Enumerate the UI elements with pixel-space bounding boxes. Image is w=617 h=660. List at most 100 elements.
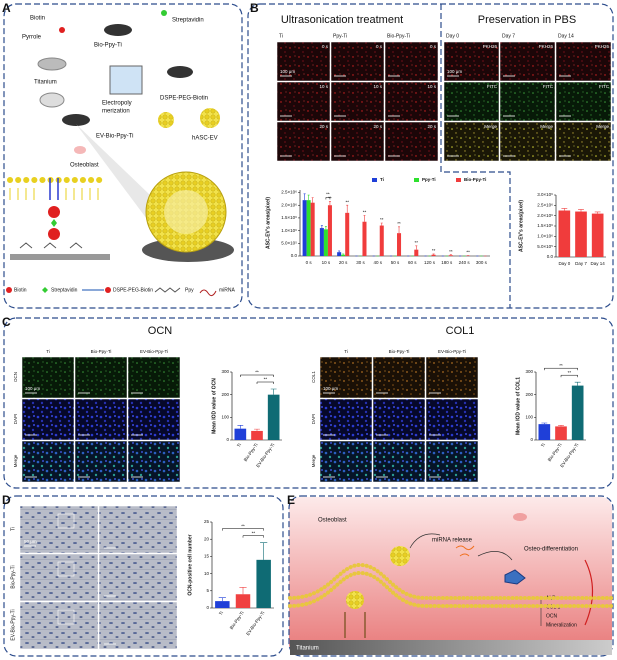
bar	[575, 211, 587, 257]
significance: **	[241, 523, 245, 528]
bar	[215, 601, 230, 608]
error-bar	[260, 542, 268, 560]
bracket	[256, 381, 274, 384]
panel-a: A Biotin Pyrrole Titanium Bio-Ppy-Ti Str…	[2, 1, 243, 309]
micrograph	[330, 41, 385, 82]
y-axis-label: Mean IOD value of COL1	[515, 377, 521, 435]
micrograph	[127, 440, 181, 483]
modified-ti-icon	[167, 66, 193, 78]
micrograph	[425, 356, 479, 399]
bar	[337, 252, 342, 256]
x-tick-label: 300 s	[476, 260, 488, 265]
streptavidin-icon	[161, 10, 167, 16]
column-label: Bio-Ppy-Ti	[387, 33, 410, 39]
bar	[571, 385, 584, 440]
streptavidin-icon	[51, 219, 57, 227]
y-tick-label: 0.0	[291, 253, 298, 258]
y-tick-label: 200	[221, 392, 229, 397]
cell-label: 0 s	[430, 44, 437, 49]
bar	[345, 212, 350, 256]
cell-label: FITC	[487, 84, 498, 89]
arrow	[409, 533, 441, 549]
x-tick-label: 120 s	[424, 260, 436, 265]
bar	[555, 426, 567, 440]
vesicle	[513, 513, 527, 521]
panel-letter: A	[2, 1, 11, 15]
bar	[327, 205, 332, 256]
label: Mineralization	[546, 622, 577, 628]
micrograph	[443, 41, 500, 82]
micrograph	[98, 505, 178, 554]
panel-b: B Ultrasonication treatment Preservation…	[247, 1, 614, 309]
panel-letter: C	[2, 315, 11, 329]
error-bar	[363, 215, 366, 222]
ev-icon	[346, 591, 364, 609]
micrograph	[74, 398, 128, 441]
y-tick-label: 20	[204, 536, 210, 541]
column-label: Bio-Ppy-Ti	[389, 349, 410, 354]
substrate	[10, 254, 110, 260]
x-tick-label: 40 s	[373, 260, 382, 265]
bracket	[325, 197, 331, 200]
y-tick-label: 300	[525, 369, 533, 374]
bar	[306, 200, 311, 256]
row-label: EV-Bio-Ppy-Ti	[10, 609, 16, 640]
arrow	[477, 551, 513, 561]
cell-label: PKH26	[483, 44, 498, 49]
cell-label: FITC	[543, 84, 554, 89]
micrograph	[21, 440, 75, 483]
x-tick-label: Bio-Ppy-Ti	[243, 442, 259, 462]
dish-icon	[39, 92, 65, 108]
bracket	[240, 374, 274, 377]
biotin-icon	[48, 228, 60, 240]
significance: **	[252, 530, 256, 535]
scale-label: 100 μm	[25, 386, 40, 391]
divider	[440, 4, 511, 308]
x-tick-label: EV-Bio-Ppy-Ti	[559, 442, 579, 468]
label: Titanium	[34, 80, 57, 86]
micrograph	[276, 121, 331, 162]
bracket	[544, 367, 578, 371]
legend-swatch	[414, 178, 419, 182]
micrograph	[555, 81, 612, 122]
micrograph	[19, 601, 99, 650]
error-bar	[307, 194, 310, 201]
panel-title: Ultrasonication treatment	[281, 14, 403, 26]
error-bar	[237, 424, 244, 429]
panel-letter: B	[250, 1, 259, 15]
legend-label: Ppy-Ti	[422, 177, 436, 182]
column-label: Ti	[46, 349, 50, 354]
micrograph	[98, 601, 178, 650]
error-bar	[558, 424, 564, 427]
micrograph	[330, 121, 385, 162]
micrograph	[319, 398, 373, 441]
cell-label: 20 s	[319, 124, 328, 129]
micrograph	[425, 398, 479, 441]
bar	[591, 213, 604, 257]
panel-title: COL1	[446, 325, 475, 337]
y-tick-label: 2.5×10⁶	[537, 203, 553, 208]
bar	[558, 210, 571, 257]
label: Pyrrole	[22, 35, 42, 41]
label: Biotin	[30, 16, 45, 22]
bar	[431, 254, 436, 256]
x-tick-label: Bio-Ppy-Ti	[547, 442, 563, 462]
label: OCN	[546, 613, 558, 619]
y-tick-label: 1.0×10⁶	[537, 234, 553, 239]
column-label: Bio-Ppy-Ti	[91, 349, 112, 354]
ppy-chain	[19, 242, 83, 249]
micrograph	[384, 81, 439, 122]
legend-label: Bio-Ppy-Ti	[464, 177, 486, 182]
significance: **	[415, 240, 419, 245]
membrane	[288, 570, 614, 608]
column-label: EV-Bio-Ppy-Ti	[140, 349, 168, 354]
micrograph	[276, 81, 331, 122]
micrograph	[319, 440, 373, 483]
significance: **	[255, 370, 259, 375]
x-tick-label: Ti	[236, 442, 242, 448]
cell-label: 20 s	[373, 124, 382, 129]
y-tick-label: 5	[206, 588, 209, 593]
cell-label: PKH26	[539, 44, 554, 49]
cell-label: 10 s	[373, 84, 382, 89]
